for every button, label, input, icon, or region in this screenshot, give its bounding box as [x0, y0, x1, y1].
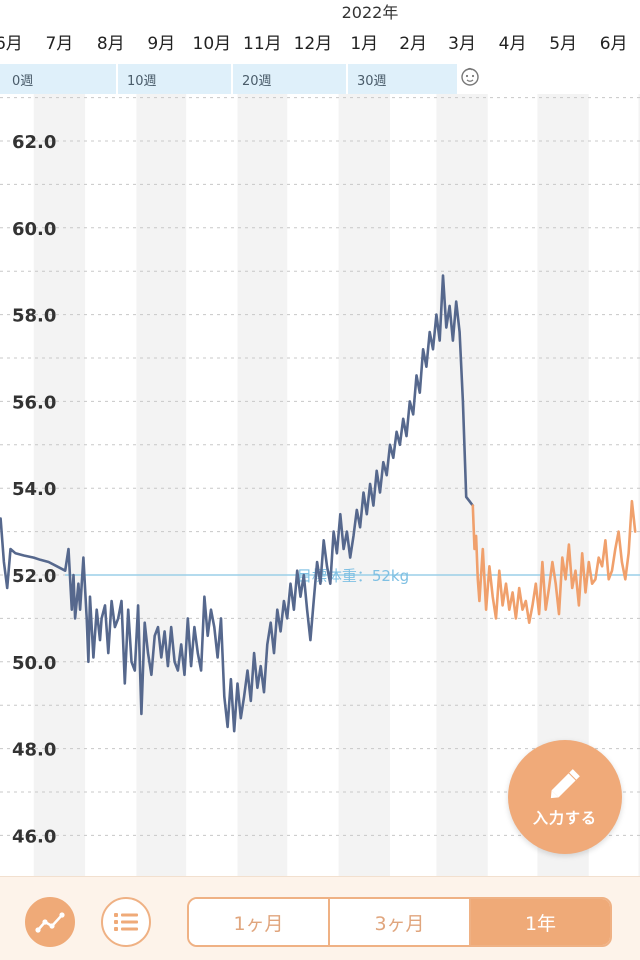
- graph-view-button[interactable]: [25, 897, 75, 947]
- month-label: 12月: [294, 34, 333, 54]
- month-label: 6月: [0, 34, 23, 54]
- input-button[interactable]: 入力する: [508, 740, 622, 854]
- week-label: 0週: [12, 74, 33, 89]
- weight-line: [0, 274, 475, 733]
- postpartum-weight-line: [471, 499, 637, 625]
- month-label: 3月: [448, 34, 476, 54]
- period-3month-button[interactable]: 3ヶ月: [328, 899, 469, 945]
- y-tick-label: 46.0: [12, 826, 56, 847]
- baby-face-icon: [461, 67, 479, 86]
- period-1month-button[interactable]: 1ヶ月: [189, 899, 328, 945]
- y-tick-label: 62.0: [12, 132, 56, 153]
- list-icon: [114, 913, 138, 931]
- month-band: [436, 94, 488, 876]
- plot-background: [0, 94, 640, 876]
- y-tick-label: 58.0: [12, 306, 56, 327]
- month-label: 8月: [97, 34, 125, 54]
- month-label: 2月: [399, 34, 427, 54]
- month-band: [237, 94, 288, 876]
- month-label: 9月: [147, 34, 175, 54]
- month-band: [638, 94, 640, 876]
- period-1year-button[interactable]: 1年: [469, 899, 610, 945]
- month-label: 6月: [600, 34, 628, 54]
- y-tick-label: 48.0: [12, 740, 56, 761]
- week-label: 20週: [242, 74, 272, 89]
- y-tick-label: 52.0: [12, 566, 56, 587]
- month-label: 1月: [350, 34, 378, 54]
- list-view-button[interactable]: [101, 897, 151, 947]
- pencil-icon: [550, 768, 580, 798]
- y-tick-label: 56.0: [12, 392, 56, 413]
- input-button-label: 入力する: [532, 808, 597, 827]
- goal-label: 目標体重：52kg: [297, 567, 409, 585]
- month-label: 11月: [243, 34, 282, 54]
- y-tick-label: 60.0: [12, 219, 56, 240]
- week-band: [0, 64, 457, 94]
- month-label: 10月: [193, 34, 232, 54]
- line-graph-icon: [35, 912, 65, 933]
- bottom-toolbar: 1ヶ月 3ヶ月 1年: [0, 876, 640, 960]
- year-label: 2022年: [342, 3, 399, 22]
- y-tick-label: 54.0: [12, 479, 56, 500]
- month-label: 4月: [499, 34, 527, 54]
- month-band: [33, 94, 86, 876]
- month-band: [338, 94, 390, 876]
- weight-chart: 2022年6月7月8月9月10月11月12月1月2月3月4月5月6月7月0週10…: [0, 3, 640, 876]
- period-switch: 1ヶ月 3ヶ月 1年: [187, 897, 612, 947]
- month-label: 7月: [45, 34, 73, 54]
- month-band: [136, 94, 187, 876]
- month-label: 5月: [549, 34, 577, 54]
- week-label: 30週: [357, 74, 387, 89]
- y-tick-label: 50.0: [12, 653, 56, 674]
- week-label: 10週: [127, 74, 157, 89]
